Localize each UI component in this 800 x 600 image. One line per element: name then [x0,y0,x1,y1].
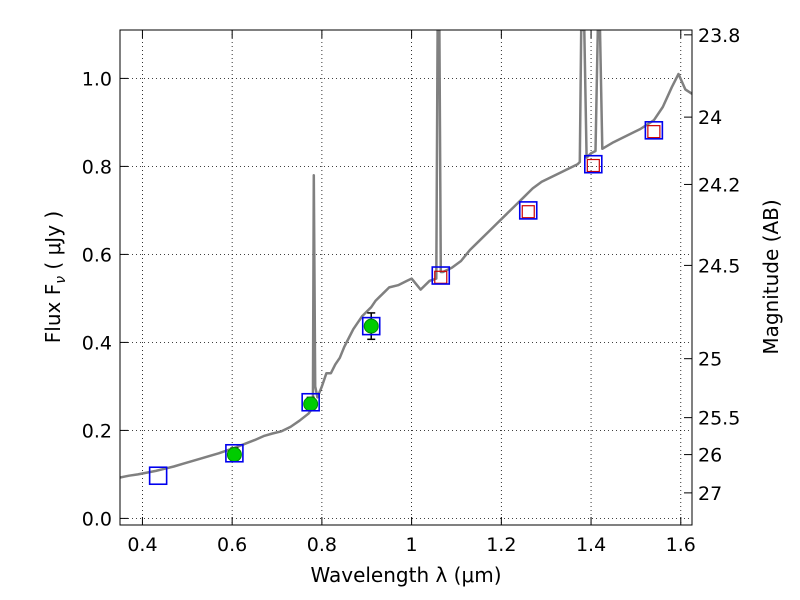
y-tick-label: 0.4 [82,332,112,354]
y-axis-label-sub: ν [53,276,69,284]
axis-ticks: 0.4 0.6 0.8 1 1.2 1.4 1.6 0.0 0.2 0.4 0.6 0.8 1.0 23.… [82,25,741,556]
observed-point-1 [303,396,319,412]
x-tick-label: 1.2 [486,534,516,556]
x-tick-label: 0.8 [307,534,337,556]
model-photometry-square-6 [584,154,603,174]
y-tick-label: 1.0 [82,68,112,90]
model-spectrum-line [120,30,692,479]
plot-frame [119,29,693,526]
x-tick-label: 1.6 [666,534,696,556]
model-photometry-square-3 [361,316,381,336]
model-photometry-square-4 [431,266,451,285]
y-tick-label: 0.6 [82,244,112,266]
mag-tick-label: 27 [698,483,722,505]
x-tick-label: 1 [406,534,418,556]
x-tick-label: 1.4 [576,534,606,556]
model-photometry-square-1 [225,443,244,463]
y-tick-label: 0.0 [82,508,112,530]
mag-tick-label: 26 [698,445,722,467]
x-tick-label: 0.4 [127,534,157,556]
mag-tick-label: 24 [698,107,722,129]
y-axis-label-unit: ( μJy ) [41,211,65,276]
model-photometry-square-0 [148,466,168,486]
observed-point-2 [363,318,379,334]
y-tick-label: 0.2 [82,420,112,442]
grid-lines [120,30,692,525]
upper-limit-marker-2 [586,158,600,173]
y-axis-label-right: Magnitude (AB) [759,199,783,354]
upper-limit-marker-3 [647,125,661,139]
y-tick-label: 0.8 [82,156,112,178]
model-photometry-square-7 [644,121,664,140]
mag-tick-label: 24.2 [698,174,740,196]
y-axis-label-left: Flux Fν ( μJy ) [41,211,69,343]
model-photometry-square-2 [301,392,320,412]
model-photometry-square-5 [518,201,538,220]
mag-tick-label: 23.8 [698,25,740,47]
y-axis-label-main: Flux F [41,284,65,343]
observed-point-0 [226,447,242,463]
x-axis-label: Wavelength λ (μm) [310,563,501,587]
markers-layer [148,121,664,486]
mag-tick-label: 24.5 [698,255,740,277]
upper-limit-marker-1 [521,205,535,219]
plot-area [120,30,692,486]
mag-tick-label: 25.5 [698,408,740,430]
x-tick-label: 0.6 [217,534,247,556]
mag-tick-label: 25 [698,349,722,371]
